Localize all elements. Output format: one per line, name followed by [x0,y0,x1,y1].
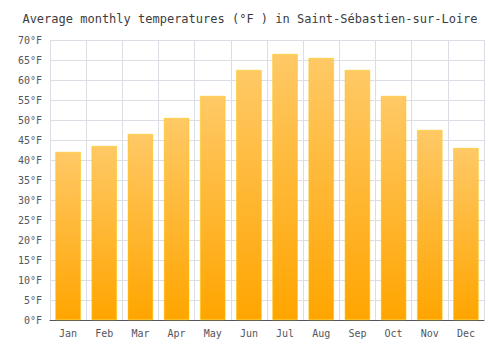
svg-text:Jan: Jan [59,328,77,339]
svg-text:50°F: 50°F [18,115,42,126]
svg-text:55°F: 55°F [18,95,42,106]
svg-text:Jul: Jul [276,328,294,339]
svg-text:15°F: 15°F [18,255,42,266]
svg-text:25°F: 25°F [18,215,42,226]
svg-text:Average monthly temperatures (: Average monthly temperatures (°F ) in Sa… [22,12,477,26]
svg-text:65°F: 65°F [18,55,42,66]
svg-text:35°F: 35°F [18,175,42,186]
svg-text:Mar: Mar [131,328,149,339]
svg-text:30°F: 30°F [18,195,42,206]
svg-text:Feb: Feb [95,328,113,339]
svg-text:45°F: 45°F [18,135,42,146]
svg-text:Aug: Aug [312,328,330,339]
svg-text:70°F: 70°F [18,35,42,46]
svg-text:10°F: 10°F [18,275,42,286]
svg-text:5°F: 5°F [24,295,42,306]
svg-text:Nov: Nov [421,328,439,339]
svg-text:20°F: 20°F [18,235,42,246]
svg-text:40°F: 40°F [18,155,42,166]
svg-text:0°F: 0°F [24,315,42,326]
svg-text:Oct: Oct [385,328,403,339]
svg-text:May: May [204,328,222,339]
svg-text:Dec: Dec [457,328,475,339]
svg-text:Apr: Apr [168,328,186,339]
svg-text:Sep: Sep [348,328,366,339]
svg-text:60°F: 60°F [18,75,42,86]
svg-text:Jun: Jun [240,328,258,339]
